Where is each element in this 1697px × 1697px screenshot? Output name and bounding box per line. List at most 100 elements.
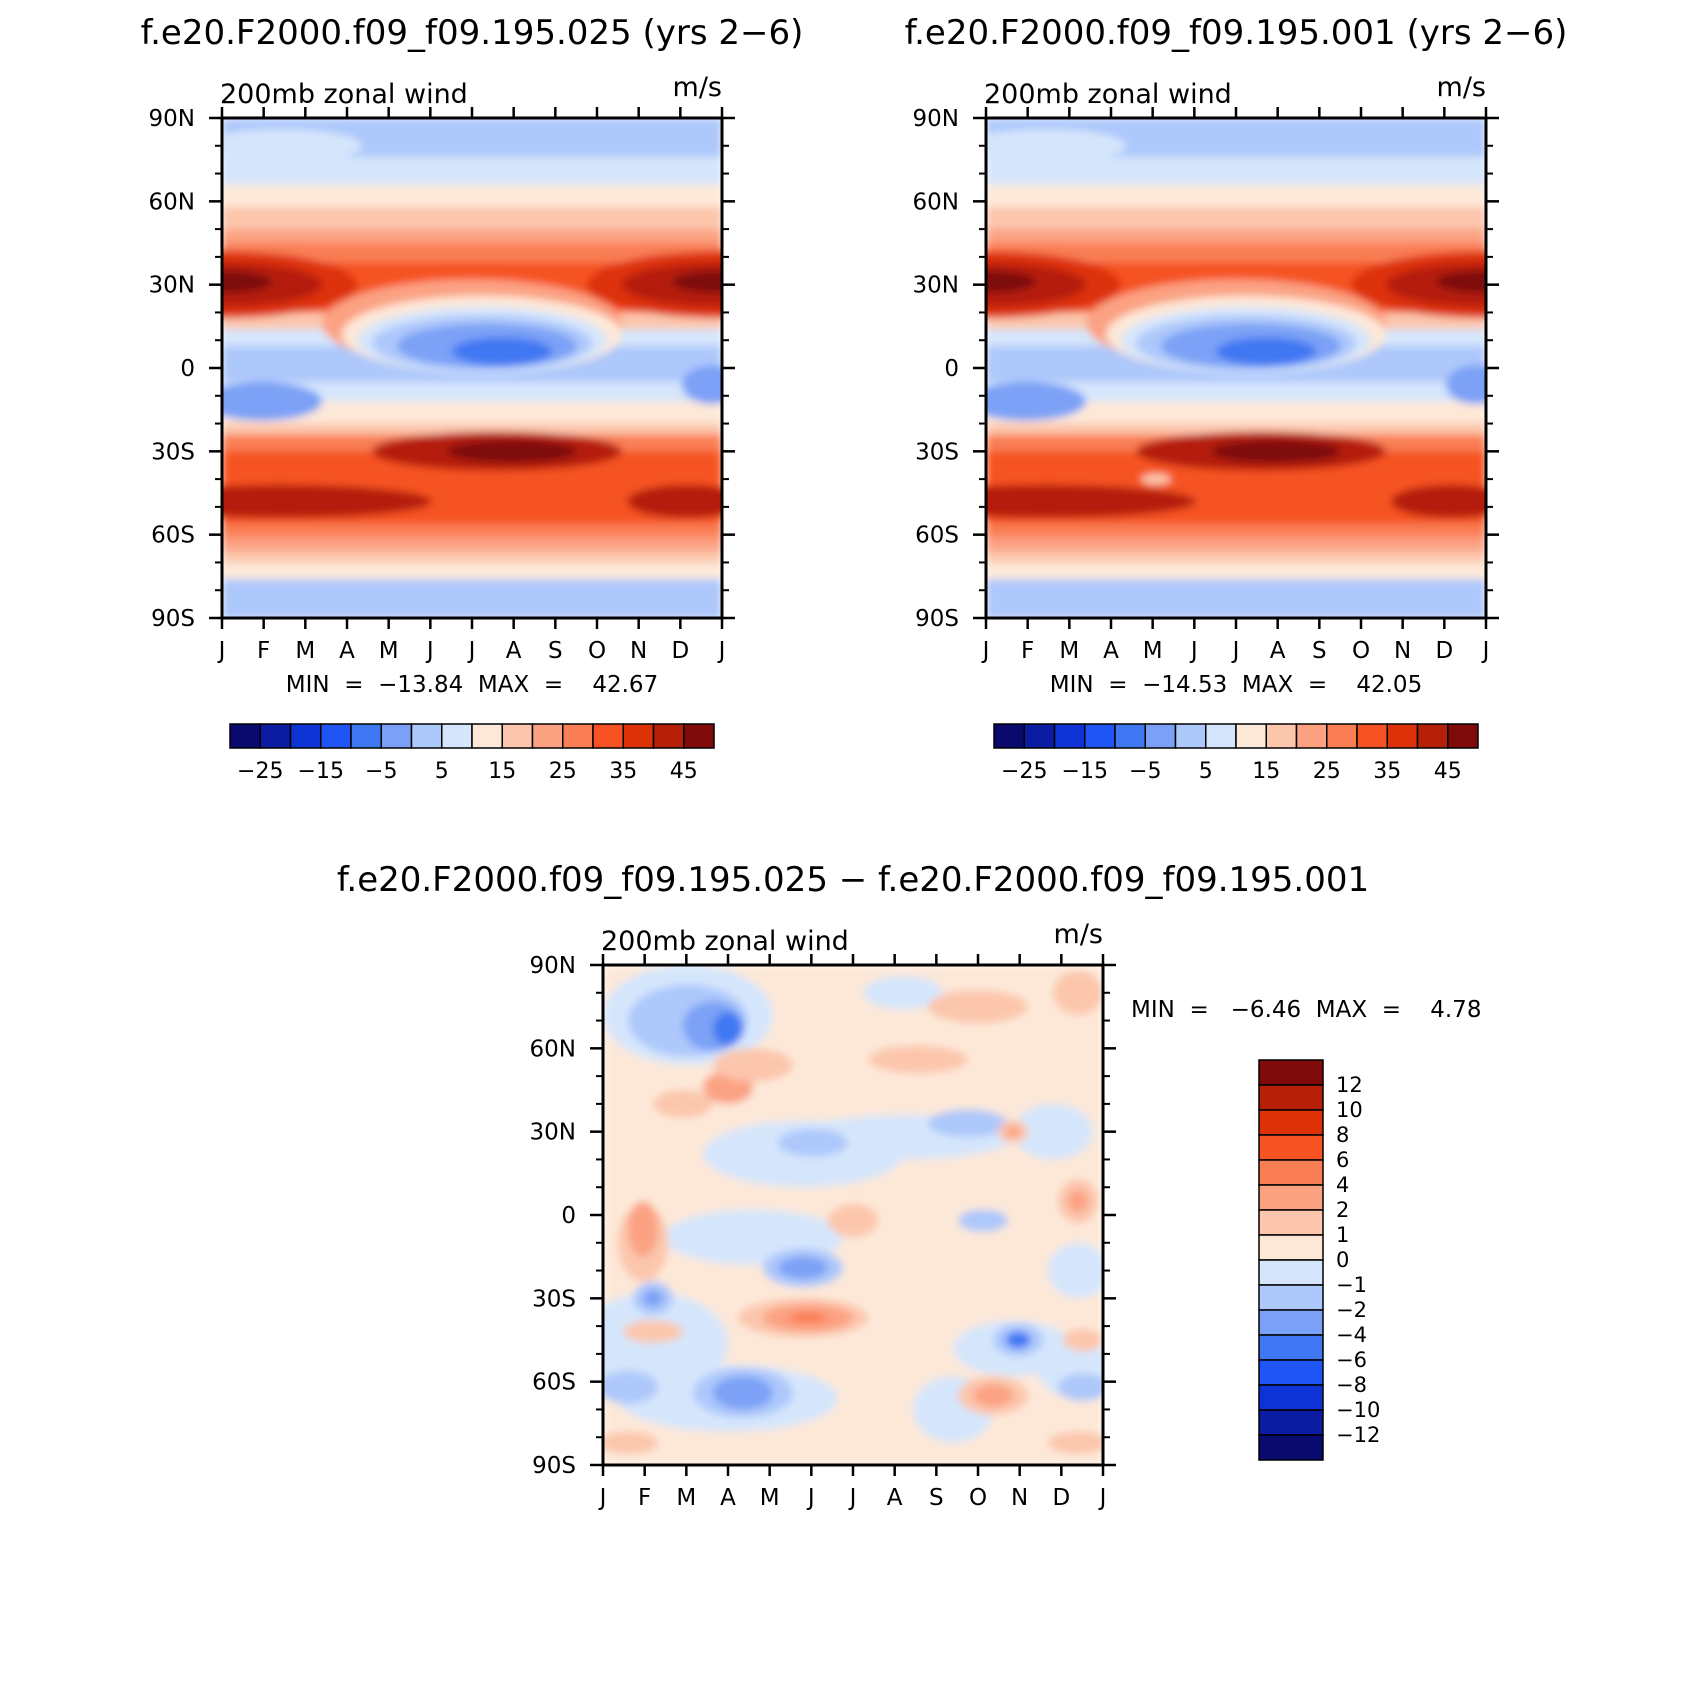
panel3-colorbar-label: 10 (1336, 1098, 1363, 1122)
panel2-colorbar-box (1235, 723, 1267, 749)
panel3-units: m/s (1054, 919, 1103, 950)
panel3-colorbar-box (1258, 1409, 1324, 1436)
panel3-colorbar-label: −4 (1336, 1323, 1367, 1347)
contour-band (222, 423, 722, 436)
panel3-x-tick-label: A (720, 1485, 736, 1511)
panel2-x-tick-label: J (1481, 638, 1490, 664)
contour-region (713, 1376, 773, 1410)
panel2-colorbar-box (1084, 723, 1116, 749)
contour-region (603, 1431, 658, 1454)
panel1-colorbar-box (471, 723, 503, 749)
panel3-y-tick-label: 30S (532, 1286, 576, 1312)
panel1-x-tick-label: O (588, 638, 606, 664)
panel3-colorbar-label: −1 (1336, 1273, 1367, 1297)
panel2-colorbar-box (1416, 723, 1449, 749)
panel3-y-tick-label: 90N (530, 953, 576, 979)
panel1-y-tick-label: 90S (151, 606, 195, 632)
panel1-x-tick-label: S (548, 638, 563, 664)
contour-region (958, 1209, 1008, 1232)
contour-region (1446, 365, 1486, 405)
contour-region (643, 1290, 663, 1307)
contour-band (986, 401, 1486, 425)
contour-band (222, 551, 722, 564)
contour-region (973, 1384, 1013, 1407)
panel3-x-tick-label: J (806, 1485, 815, 1511)
contour-band (222, 523, 722, 539)
contour-region (928, 1109, 1008, 1138)
panel1-colorbar-box (259, 723, 292, 749)
panel3-y-tick-label: 90S (532, 1453, 576, 1479)
panel3-x-tick-label: M (760, 1485, 780, 1511)
panel3-x-tick-label: J (1098, 1485, 1107, 1511)
contour-region (222, 129, 362, 163)
panel3-colorbar-label: 8 (1336, 1123, 1349, 1147)
panel1-colorbar-box (229, 723, 261, 749)
panel2-colorbar-box (1114, 723, 1146, 749)
contour-band (222, 579, 722, 618)
contour-band (222, 537, 722, 553)
contour-region (986, 381, 1086, 421)
panel1-y-tick-label: 30N (149, 273, 195, 299)
panel3-colorbar-box (1258, 1109, 1324, 1136)
contour-region (986, 129, 1126, 163)
contour-region (928, 990, 1028, 1024)
panel3-colorbar-box (1258, 1209, 1324, 1236)
contour-region (1005, 1331, 1031, 1349)
panel1-colorbar-box (622, 723, 655, 749)
panel3-title: f.e20.F2000.f09_f09.195.025 − f.e20.F200… (337, 860, 1369, 900)
panel2-x-tick-label: O (1352, 638, 1370, 664)
panel1-minmax: MIN = −13.84 MAX = 42.67 (286, 672, 658, 698)
panel2-y-tick-label: 90S (915, 606, 959, 632)
panel2-x-tick-label: A (1103, 638, 1119, 664)
panel2-y-tick-label: 30S (915, 439, 959, 465)
panel3-colorbar-label: −2 (1336, 1298, 1367, 1322)
panel2-colorbar-box (1053, 723, 1086, 749)
panel1-colorbar-box (320, 723, 352, 749)
sh-jet-core (447, 440, 577, 463)
panel2-y-tick-label: 0 (944, 356, 959, 382)
panel3-y-tick-label: 60N (530, 1036, 576, 1062)
panel3-colorbar-label: 12 (1336, 1073, 1363, 1097)
panel2-x-tick-label: S (1312, 638, 1327, 664)
contour-region (432, 118, 612, 141)
panel2-colorbar-box (1205, 723, 1237, 749)
panel3-colorbar-box (1258, 1234, 1324, 1261)
contour-region (222, 381, 322, 421)
contour-band (222, 401, 722, 425)
panel2-colorbar-label: −15 (1062, 759, 1108, 784)
panel1-x-tick-label: M (295, 638, 315, 664)
panel3-x-tick-label: N (1011, 1485, 1028, 1511)
panel3-x-tick-label: A (887, 1485, 903, 1511)
panel2-x-tick-label: N (1394, 638, 1411, 664)
panel2-colorbar-label: −5 (1129, 759, 1161, 784)
nh-jet-core (1436, 270, 1486, 293)
panel2-x-tick-label: J (981, 638, 990, 664)
panel2: 200mb zonal wind m/s J F M A M J J A S O N D J90N60N… (913, 72, 1499, 784)
contour-band (222, 206, 722, 231)
panel3-colorbar-label: −10 (1336, 1398, 1380, 1422)
contour-region (653, 1090, 713, 1118)
nh-jet-core (222, 270, 272, 293)
panel2-field (986, 118, 1486, 618)
panel1-colorbar-box (562, 723, 594, 749)
contour-region (1196, 118, 1376, 141)
panel1-x-tick-label: F (257, 638, 270, 664)
panel3-colorbar-label: −6 (1336, 1348, 1367, 1372)
contour-region (1013, 1103, 1093, 1160)
contour-band (222, 243, 722, 264)
panel2-colorbar-label: 5 (1199, 759, 1213, 784)
panel1-colorbar-box (592, 723, 624, 749)
panel3-colorbar-box (1258, 1259, 1324, 1286)
panel1-y-tick-label: 60S (151, 523, 195, 549)
panel1-colorbar-box (683, 723, 715, 749)
panel1-colorbar-box (441, 723, 473, 749)
panel3-colorbar-box (1258, 1359, 1324, 1386)
contour-region (1058, 1373, 1103, 1402)
contour-region (1048, 1242, 1103, 1299)
panel3-field (603, 965, 1103, 1465)
contour-region (868, 1045, 968, 1074)
contour-region (628, 1201, 658, 1257)
panel2-y-tick-label: 30N (913, 273, 959, 299)
